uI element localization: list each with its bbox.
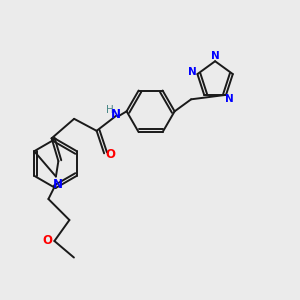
Text: N: N bbox=[111, 108, 121, 121]
Text: H: H bbox=[106, 105, 113, 116]
Text: N: N bbox=[188, 67, 197, 77]
Text: N: N bbox=[211, 51, 220, 61]
Text: O: O bbox=[105, 148, 115, 161]
Text: N: N bbox=[52, 178, 62, 190]
Text: O: O bbox=[43, 234, 53, 247]
Text: N: N bbox=[225, 94, 234, 104]
